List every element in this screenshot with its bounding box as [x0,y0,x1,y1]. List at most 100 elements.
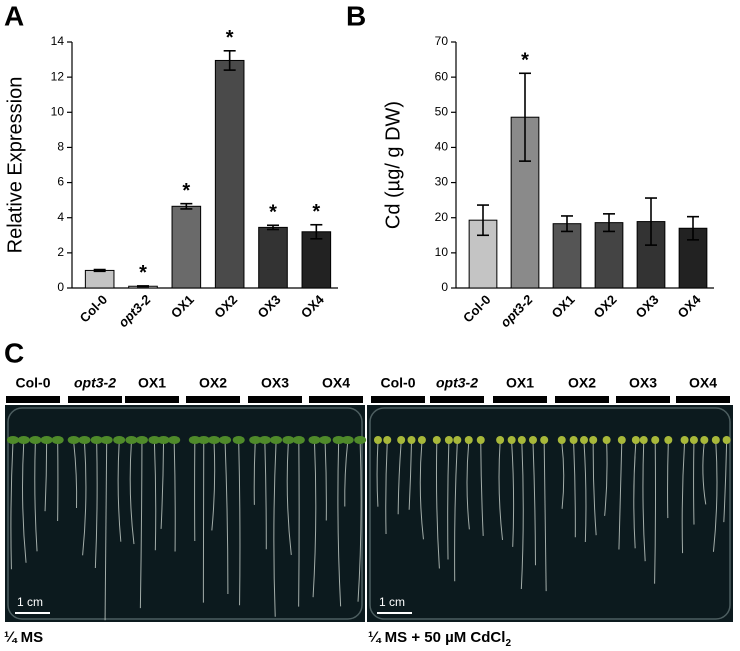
cotyledon [157,436,170,444]
root [160,441,165,529]
root [337,441,342,607]
x-tick-label: OX4 [298,291,328,321]
cotyledon [383,436,392,444]
root [385,441,388,535]
root [44,441,48,512]
scale-bar-label: 1 cm [379,595,405,609]
bar [594,222,624,289]
root [153,441,157,551]
root [633,441,637,549]
root [654,441,657,584]
root [344,441,349,507]
root [264,441,267,550]
plate-edge [7,407,363,620]
cotyledon [397,436,406,444]
cotyledon [689,436,698,444]
cotyledon [90,436,103,444]
cotyledon [258,436,271,444]
cotyledon [40,436,53,444]
genotype-label: OX3 [261,375,289,391]
x-tick-label: OX1 [168,292,197,321]
genotype-bar [68,396,122,403]
root [532,441,536,566]
plate-edge [369,407,731,620]
significance-mark: * [182,180,190,202]
cotyledon [292,436,305,444]
cotyledon [507,436,516,444]
cotyledon [700,436,709,444]
root [573,441,576,538]
root [211,441,216,531]
x-tick-label: OX2 [211,292,240,321]
genotype-label: OX2 [568,375,596,391]
y-tick-label: 14 [51,34,65,48]
root [82,441,87,556]
x-tick-label: Col-0 [77,292,111,326]
cotyledon [67,436,80,444]
root [520,441,524,590]
condition-subscript: 2 [505,638,511,649]
cotyledon [197,436,210,444]
condition-label: ¼ MS [4,629,43,646]
cotyledon [540,436,549,444]
condition-label: ¼ MS + 50 µM CdCl2 [368,629,511,649]
significance-mark: * [521,50,529,72]
root [117,441,122,542]
y-tick-label: 20 [435,210,449,224]
root [129,441,135,545]
root [681,441,686,554]
genotype-label: OX4 [689,375,717,391]
cotyledon [631,436,640,444]
cotyledon [407,436,416,444]
root [618,441,623,550]
y-tick-label: 70 [435,34,449,48]
root [712,441,718,552]
y-tick-label: 60 [435,69,449,83]
scale-bar-label: 1 cm [17,595,43,609]
root [34,441,38,552]
genotype-bar [616,396,670,403]
root [408,441,412,510]
genotype-bar [309,396,363,403]
genotype-label: Col-0 [381,375,416,391]
root [376,441,379,507]
bar [301,231,332,289]
root [702,441,707,505]
root [104,441,108,621]
cotyledon [496,436,505,444]
root [324,441,327,521]
cotyledon [373,436,382,444]
panel-label: A [4,0,24,31]
x-tick-label: OX3 [633,292,662,321]
cotyledon [580,436,589,444]
root [286,441,292,555]
root [273,441,277,617]
photo: Col-0 opt3-2 OX1 OX2 OX3 OX4 1 cm ¼ MS Col-0 opt3… [4,375,733,649]
y-tick-label: 4 [57,210,64,224]
genotype-label: opt3-2 [436,375,478,391]
genotype-bar [430,396,484,403]
root [543,441,547,592]
root [10,441,14,570]
x-tick-label: opt3-2 [115,291,154,330]
genotype-label: opt3-2 [74,375,116,391]
condition-text: ¼ MS + 50 µM CdCl [368,629,505,646]
x-tick-label: Col-0 [460,292,494,326]
root [583,441,587,542]
genotype-label: Col-0 [16,375,51,391]
root [312,441,317,598]
cotyledon [354,436,367,444]
y-tick-label: 10 [435,245,449,259]
root [498,441,504,540]
cotyledon [78,436,91,444]
significance-mark: * [226,27,234,49]
root [561,441,565,509]
cotyledon [517,436,526,444]
bar [552,223,582,289]
root [435,441,440,569]
cotyledon [249,436,262,444]
genotype-bar [6,396,60,403]
cotyledon [125,436,138,444]
root [454,441,458,582]
